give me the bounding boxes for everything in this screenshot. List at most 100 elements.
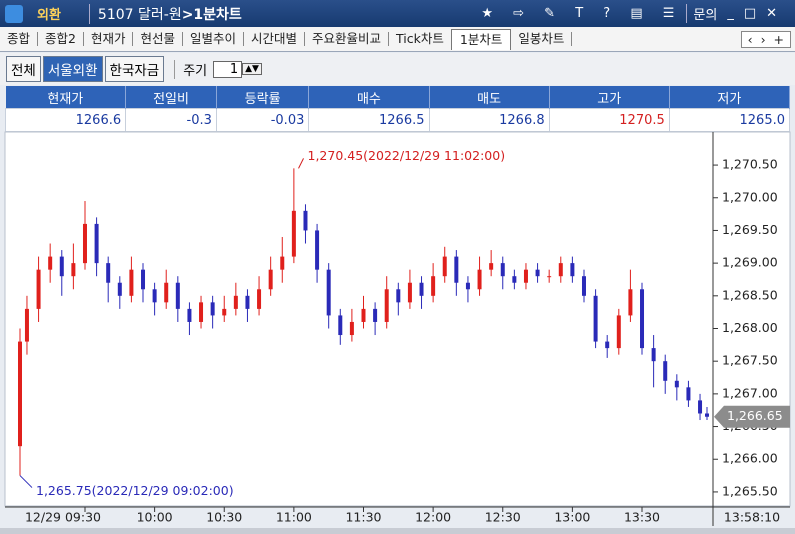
tab[interactable]: 종합 [0, 32, 39, 46]
x-tick-label: 13:30 [624, 510, 660, 525]
candle-body [442, 256, 447, 277]
y-tick-label: 1,267.50 [722, 353, 778, 368]
tab[interactable]: 일별추이 [183, 32, 245, 46]
annotation-arrow [298, 158, 304, 169]
tab[interactable]: 주요환율비교 [305, 32, 390, 46]
candle-body [48, 256, 53, 270]
last-price-marker [714, 405, 790, 428]
candle-body [141, 269, 146, 290]
quote-value: -0.3 [125, 108, 217, 132]
quote-header-row: 현재가 전일비 등락률 매수 매도 고가 저가 [5, 86, 791, 109]
period-label: 주기 [174, 59, 207, 79]
candle-body [512, 276, 517, 283]
candle-body [82, 223, 87, 264]
candle-body [59, 256, 64, 277]
y-tick-label: 1,268.50 [722, 287, 778, 302]
menu-name[interactable]: 외환 [37, 8, 61, 23]
x-tick-label: 12:00 [415, 510, 451, 525]
x-tick-label: 10:00 [137, 510, 173, 525]
candle-body [616, 315, 621, 349]
screen-name: >1분차트 [181, 6, 242, 23]
candle-body [349, 321, 354, 336]
candle-body [489, 263, 494, 270]
candle-body [651, 348, 656, 362]
tab-active[interactable]: 1분차트 [450, 28, 512, 50]
candle-body [500, 263, 505, 277]
tab[interactable]: Tick차트 [396, 31, 444, 46]
annotation: 1,265.75(2022/12/29 09:02:00) [36, 483, 234, 498]
candle-body [152, 289, 157, 303]
market-button[interactable]: 전체 [6, 56, 41, 82]
candle-body [465, 282, 470, 290]
candle-body [326, 269, 331, 316]
quote-value: 1266.5 [308, 108, 430, 132]
tab-bar: 종합 종합2 현재가 현선물 일별추이 시간대별 주요환율비교 Tick차트 1… [0, 27, 795, 52]
candle-body [535, 269, 540, 277]
candle-body [663, 361, 668, 381]
candle-body [303, 210, 308, 231]
y-tick-label: 1,267.00 [722, 385, 778, 400]
candle-body [106, 263, 111, 283]
candle-body [674, 380, 679, 388]
candle-body [94, 223, 99, 264]
help[interactable]: 문의 [686, 4, 717, 23]
code-name: 5107 달러-원 [88, 3, 182, 24]
period-spinner[interactable]: ▲▼ [242, 63, 262, 75]
tab[interactable]: 현재가 [84, 32, 134, 46]
scrollbar[interactable] [0, 528, 795, 534]
period-input[interactable]: 1 [213, 60, 243, 78]
candle-body [315, 230, 320, 270]
candle-body [419, 282, 424, 296]
candle-body [581, 276, 586, 296]
candle-body [361, 308, 366, 322]
tab[interactable]: 시간대별 [244, 32, 306, 46]
candle-body [628, 289, 633, 316]
candle-body [396, 289, 401, 303]
tab[interactable]: 종합2 [38, 32, 84, 46]
candle-body [686, 387, 691, 401]
x-tick-label: 13:00 [554, 510, 590, 525]
market-button[interactable]: 한국자금 [104, 56, 165, 82]
candle-body [164, 282, 169, 303]
quote-header: 전일비 [125, 86, 217, 109]
tab[interactable]: 일봉차트 [511, 32, 573, 46]
candle-body [280, 256, 285, 270]
quote-header: 현재가 [5, 86, 127, 109]
chart: 1,265.501,266.001,266.501,267.001,267.50… [4, 131, 791, 526]
y-tick-label: 1,269.00 [722, 255, 778, 270]
candle-body [36, 269, 41, 309]
app-icon [5, 4, 23, 23]
candle-body [210, 302, 215, 316]
y-tick-label: 1,269.50 [722, 222, 778, 237]
title-bar: 외환 5107 달러-원 >1분차트 ★ ⇨ ✎ T ? ▤ ☰ 문의 _□✕ [0, 0, 795, 27]
x-tick-label: 11:30 [345, 510, 381, 525]
candle-body [373, 308, 378, 322]
quote-header: 등락률 [216, 86, 310, 109]
tab-scroll[interactable]: ‹ › + [740, 30, 791, 48]
quote-header: 고가 [549, 86, 670, 109]
candle-body [199, 302, 204, 322]
y-tick-label: 1,265.50 [722, 483, 778, 498]
candle-body [71, 263, 76, 277]
candle-body [605, 341, 610, 349]
x-tick-label: 12/29 09:30 [25, 510, 101, 525]
quote-value: 1266.6 [4, 108, 127, 132]
window-buttons[interactable]: _□✕ [727, 6, 787, 21]
candle-body [698, 400, 703, 414]
quote-value: 1265.0 [668, 108, 791, 132]
y-tick-label: 1,270.50 [722, 157, 778, 172]
candle-body [640, 289, 645, 349]
candle-body [268, 269, 273, 290]
tool-icons[interactable]: ★ ⇨ ✎ T ? ▤ ☰ [481, 6, 683, 21]
tab[interactable]: 현선물 [133, 32, 183, 46]
candle-body [384, 289, 389, 322]
plot-bg [4, 131, 791, 507]
candle-body [257, 289, 262, 309]
control-bar: 전체 서울외환 한국자금 주기 1 ▲▼ [0, 53, 795, 85]
y-tick-label: 1,270.00 [722, 189, 778, 204]
candle-body [187, 308, 192, 322]
market-button[interactable]: 서울외환 [42, 56, 103, 82]
quote-value: -0.03 [215, 108, 310, 132]
candle-body [454, 256, 459, 283]
